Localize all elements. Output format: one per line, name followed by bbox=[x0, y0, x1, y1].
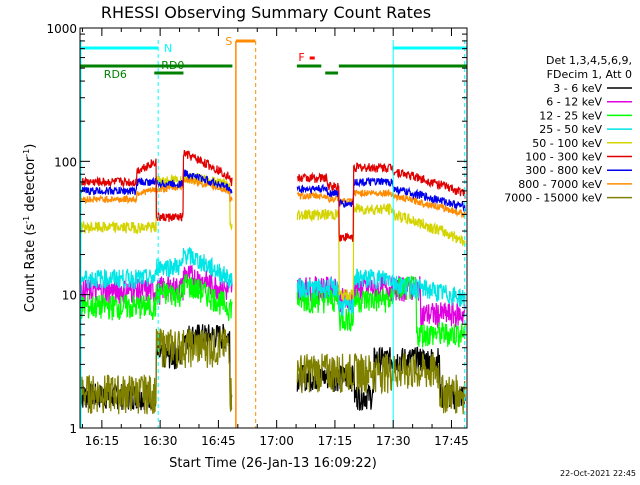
x-axis-label: Start Time (26-Jan-13 16:09:22) bbox=[169, 456, 377, 471]
flag-rd6-label: RD6 bbox=[104, 68, 127, 81]
y-axis-label: Count Rate (s-1 detector-1) bbox=[22, 144, 38, 313]
y-tick-label-2: 100 bbox=[54, 155, 77, 169]
legend-label-5: 100 - 300 keV bbox=[525, 151, 602, 164]
y-tick-label-3: 1000 bbox=[46, 22, 77, 36]
legend-label-6: 300 - 800 keV bbox=[525, 164, 602, 177]
series-2-line-segment-0 bbox=[79, 274, 233, 321]
series-7-line-segment-1 bbox=[296, 189, 466, 219]
y-tick-label-0: 1 bbox=[69, 422, 77, 436]
flag-flare-label: F bbox=[298, 51, 304, 64]
plot-frame bbox=[79, 27, 468, 429]
y-axis-label-part-3: ) bbox=[23, 144, 38, 149]
y-axis-label-part-2: detector bbox=[23, 156, 38, 216]
x-tick-label-2: 16:45 bbox=[201, 434, 236, 448]
series-8-line-segment-0 bbox=[79, 328, 233, 415]
series-4-line-segment-1 bbox=[296, 203, 466, 301]
x-tick-label-0: 16:15 bbox=[85, 434, 120, 448]
series-5-line-segment-0 bbox=[79, 149, 233, 222]
y-axis-label-part-1: Count Rate (s bbox=[23, 224, 38, 313]
y-axis-label-sup-1: -1 bbox=[22, 216, 31, 224]
flag-saa-label: S bbox=[225, 35, 232, 48]
series-3-line-segment-0 bbox=[79, 247, 233, 290]
y-axis-label-sup-2: -1 bbox=[22, 149, 31, 157]
x-tick-label-6: 17:45 bbox=[434, 434, 469, 448]
legend-header-line-2: FDecim 1, Att 0 bbox=[547, 68, 632, 81]
footer-timestamp: 22-Oct-2021 22:45 bbox=[560, 469, 636, 478]
legend-label-0: 3 - 6 keV bbox=[553, 82, 602, 95]
legend-label-8: 7000 - 15000 keV bbox=[504, 192, 602, 205]
series-6-line-segment-1 bbox=[296, 177, 466, 213]
series-layer bbox=[79, 149, 466, 415]
x-tick-label-1: 16:30 bbox=[143, 434, 178, 448]
legend-label-3: 25 - 50 keV bbox=[539, 123, 602, 136]
legend-label-4: 50 - 100 keV bbox=[532, 137, 602, 150]
series-8-line-segment-1 bbox=[296, 353, 466, 415]
flag-night-label: N bbox=[164, 42, 172, 55]
y-axis: 1 10 100 1000 bbox=[46, 22, 467, 436]
legend-label-2: 12 - 25 keV bbox=[539, 109, 602, 122]
series-3-line-segment-1 bbox=[296, 268, 466, 317]
legend-label-7: 800 - 7000 keV bbox=[518, 178, 602, 191]
flag-rd0-label: RD0 bbox=[161, 59, 184, 72]
legend: Det 1,3,4,5,6,9, FDecim 1, Att 0 3 - 6 k… bbox=[504, 54, 632, 205]
chart-title: RHESSI Observing Summary Count Rates bbox=[101, 3, 431, 22]
x-tick-label-4: 17:15 bbox=[318, 434, 353, 448]
legend-label-1: 6 - 12 keV bbox=[546, 96, 602, 109]
flag-layer: N S F RD0 RD6 bbox=[80, 35, 467, 428]
series-5-line-segment-1 bbox=[297, 162, 466, 242]
x-tick-label-5: 17:30 bbox=[376, 434, 411, 448]
x-axis: 16:15 16:30 16:45 17:00 17:15 17:30 17:45 bbox=[81, 28, 469, 448]
legend-header-line-1: Det 1,3,4,5,6,9, bbox=[546, 54, 632, 67]
y-tick-label-1: 10 bbox=[62, 289, 77, 303]
x-tick-label-3: 17:00 bbox=[259, 434, 294, 448]
